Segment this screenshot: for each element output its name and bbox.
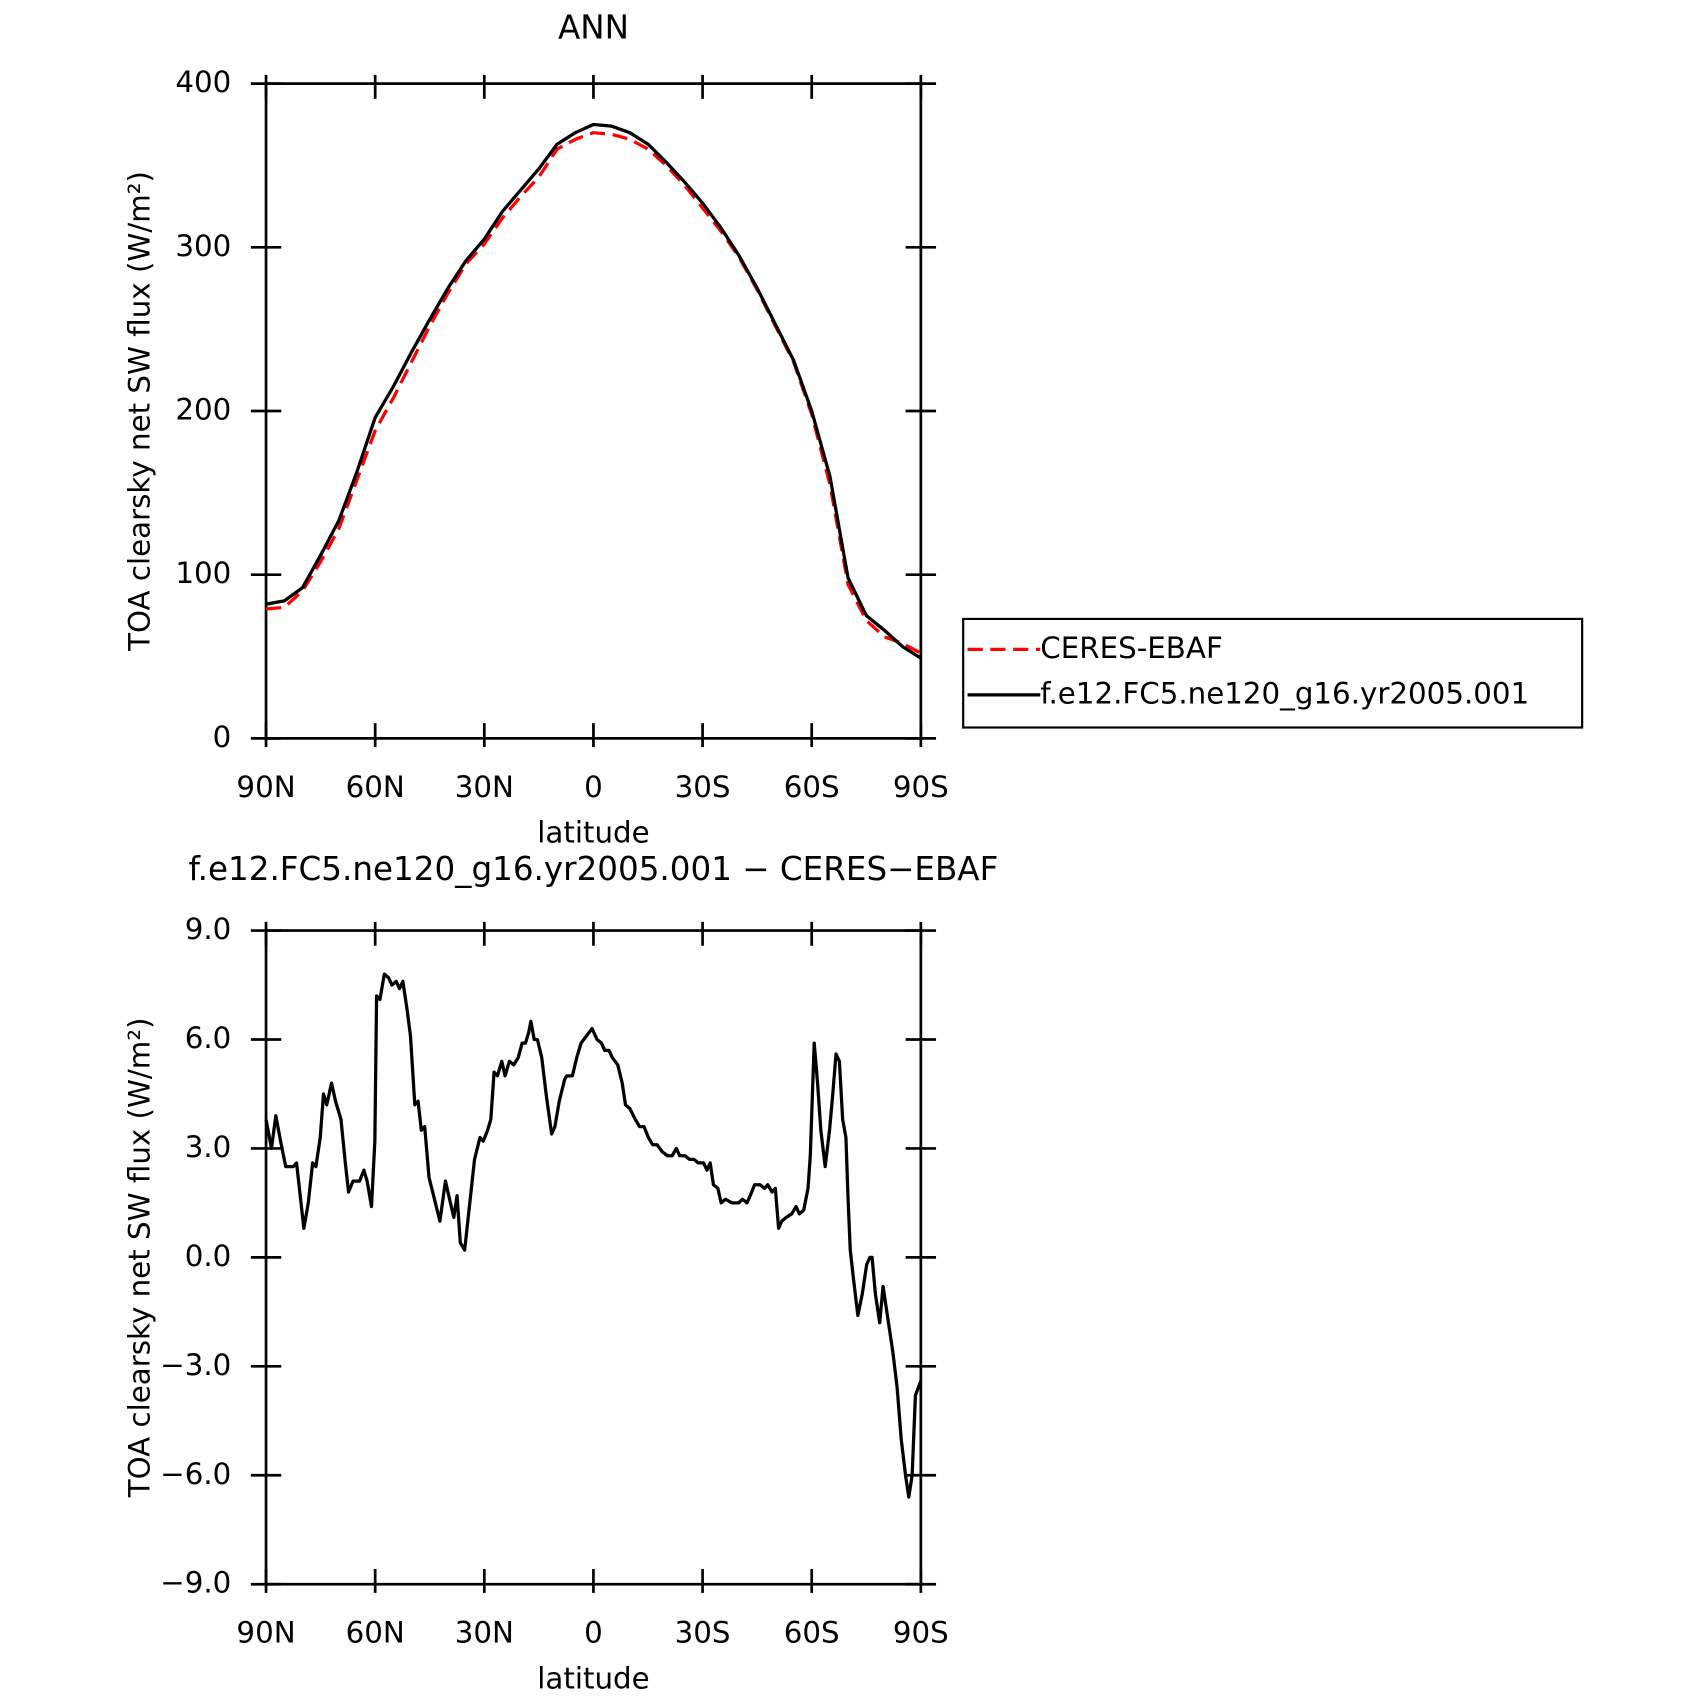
y-tick-label: 3.0 bbox=[185, 1130, 232, 1164]
y-tick-label: 200 bbox=[175, 392, 231, 426]
legend-box bbox=[962, 617, 1584, 729]
x-tick-label: 60S bbox=[784, 1616, 840, 1650]
y-axis-label: TOA clearsky net SW flux (W/m²) bbox=[123, 1017, 157, 1498]
x-tick-label: 90N bbox=[236, 770, 295, 804]
x-tick-label: 30N bbox=[455, 770, 514, 804]
y-axis-label: TOA clearsky net SW flux (W/m²) bbox=[123, 171, 157, 652]
data-line bbox=[265, 131, 922, 655]
x-tick-label: 60S bbox=[784, 770, 840, 804]
x-tick-label: 90S bbox=[893, 1616, 949, 1650]
legend-label: CERES-EBAF bbox=[1040, 631, 1223, 665]
y-tick-label: 300 bbox=[175, 229, 231, 263]
y-tick-label: 0.0 bbox=[185, 1239, 232, 1273]
y-tick-label: 0 bbox=[213, 720, 232, 754]
x-axis-label: latitude bbox=[537, 815, 649, 849]
x-axis-label: latitude bbox=[537, 1661, 649, 1695]
y-tick-label: −3.0 bbox=[160, 1348, 231, 1382]
x-tick-label: 90N bbox=[236, 1616, 295, 1650]
y-tick-label: 9.0 bbox=[185, 912, 232, 946]
x-tick-label: 30S bbox=[675, 1616, 731, 1650]
chart-title: f.e12.FC5.ne120_g16.yr2005.001 − CERES−E… bbox=[189, 850, 999, 888]
x-tick-label: 0 bbox=[584, 1616, 603, 1650]
data-line bbox=[265, 122, 922, 660]
data-line bbox=[264, 972, 923, 1499]
y-tick-label: −9.0 bbox=[160, 1566, 231, 1600]
y-tick-label: −6.0 bbox=[160, 1457, 231, 1491]
x-tick-label: 60N bbox=[346, 1616, 405, 1650]
y-tick-label: 6.0 bbox=[185, 1021, 232, 1055]
x-tick-label: 30S bbox=[675, 770, 731, 804]
legend-label: f.e12.FC5.ne120_g16.yr2005.001 bbox=[1040, 676, 1529, 710]
x-tick-label: 0 bbox=[584, 770, 603, 804]
y-tick-label: 100 bbox=[175, 556, 231, 590]
y-tick-label: 400 bbox=[175, 65, 231, 99]
x-tick-label: 90S bbox=[893, 770, 949, 804]
chart-title: ANN bbox=[558, 8, 629, 46]
x-tick-label: 60N bbox=[346, 770, 405, 804]
x-tick-label: 30N bbox=[455, 1616, 514, 1650]
plot-frame bbox=[264, 82, 923, 740]
